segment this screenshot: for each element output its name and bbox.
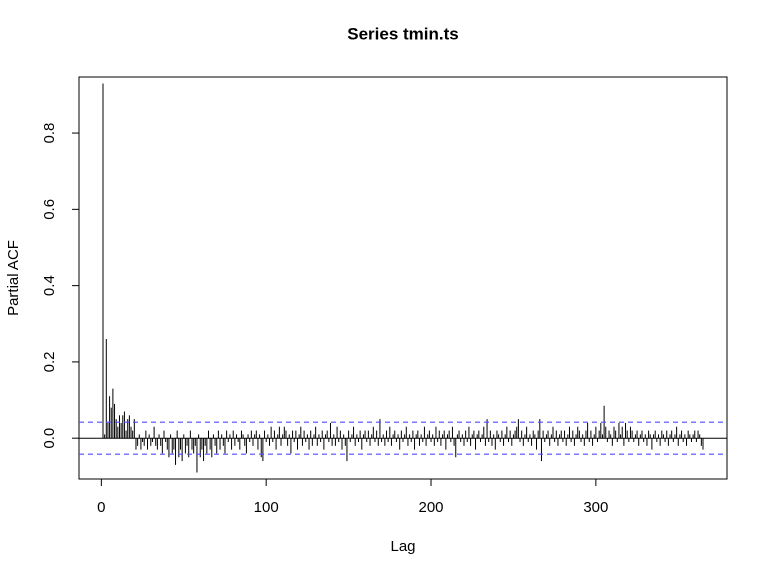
y-tick-label: 0.2 (41, 351, 58, 372)
y-tick-label: 0.8 (41, 123, 58, 144)
x-tick-label: 0 (97, 499, 105, 516)
x-axis-label: Lag (390, 538, 415, 555)
y-tick-label: 0.0 (41, 428, 58, 449)
y-axis-label: Partial ACF (5, 240, 22, 316)
x-tick-label: 100 (254, 499, 279, 516)
y-tick-label: 0.4 (41, 275, 58, 296)
chart-title: Series tmin.ts (347, 24, 459, 43)
plot-box (78, 76, 728, 480)
y-tick-label: 0.6 (41, 199, 58, 220)
x-tick-label: 200 (419, 499, 444, 516)
x-tick-label: 300 (583, 499, 608, 516)
